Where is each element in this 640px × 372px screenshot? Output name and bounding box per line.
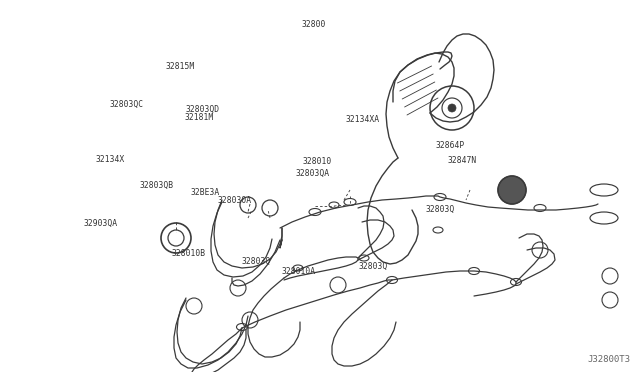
Text: 32800: 32800 xyxy=(301,20,326,29)
Text: 32803QB: 32803QB xyxy=(140,181,173,190)
Text: 328030A: 328030A xyxy=(218,196,252,205)
Text: 32803Q: 32803Q xyxy=(358,262,388,270)
Text: 32803Q: 32803Q xyxy=(426,205,455,214)
Text: 32803QC: 32803QC xyxy=(110,100,144,109)
Text: 32134XA: 32134XA xyxy=(346,115,380,124)
Text: 32803QD: 32803QD xyxy=(186,105,220,114)
Text: 32847N: 32847N xyxy=(448,156,477,165)
Text: 328010B: 328010B xyxy=(172,249,205,258)
Text: 32864P: 32864P xyxy=(435,141,465,150)
Text: 32803Q: 32803Q xyxy=(242,257,271,266)
Text: 32815M: 32815M xyxy=(166,62,195,71)
Text: 328010A: 328010A xyxy=(282,267,316,276)
Circle shape xyxy=(498,176,526,204)
Text: 32BE3A: 32BE3A xyxy=(191,188,220,197)
Text: 32903QA: 32903QA xyxy=(83,219,117,228)
Circle shape xyxy=(448,104,456,112)
Text: 32134X: 32134X xyxy=(96,155,125,164)
Text: J32800T3: J32800T3 xyxy=(587,355,630,364)
Text: 32181M: 32181M xyxy=(184,113,214,122)
Text: 32803QA: 32803QA xyxy=(296,169,330,178)
Text: 328010: 328010 xyxy=(302,157,332,166)
